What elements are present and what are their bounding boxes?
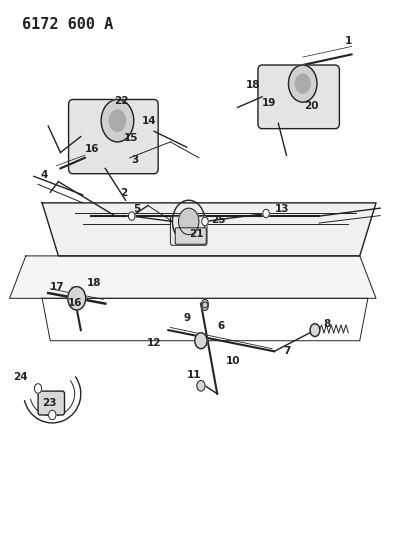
Text: 22: 22 [114, 96, 128, 106]
Text: 6: 6 [217, 321, 225, 331]
Text: 21: 21 [189, 229, 204, 239]
Circle shape [201, 300, 208, 308]
FancyBboxPatch shape [68, 100, 158, 174]
Circle shape [294, 74, 309, 93]
Text: 1: 1 [344, 36, 351, 46]
Circle shape [309, 324, 319, 336]
Text: 24: 24 [13, 372, 28, 382]
Circle shape [49, 410, 56, 419]
Text: 14: 14 [141, 116, 156, 126]
Circle shape [101, 100, 133, 142]
Text: 9: 9 [184, 313, 191, 324]
Circle shape [109, 110, 125, 131]
Circle shape [201, 217, 208, 225]
Text: 23: 23 [42, 398, 56, 408]
Text: 17: 17 [50, 281, 65, 292]
Text: 25: 25 [210, 215, 225, 225]
Text: 4: 4 [40, 171, 48, 180]
Text: 7: 7 [282, 346, 290, 357]
Text: 12: 12 [146, 338, 161, 349]
Text: 19: 19 [261, 98, 276, 108]
Text: 15: 15 [124, 133, 138, 143]
Circle shape [201, 302, 208, 311]
FancyBboxPatch shape [38, 391, 64, 415]
Polygon shape [42, 203, 375, 256]
Text: 10: 10 [226, 356, 240, 366]
Circle shape [128, 212, 135, 220]
Circle shape [196, 381, 204, 391]
Circle shape [262, 209, 269, 217]
Text: 16: 16 [84, 144, 99, 154]
Text: 11: 11 [186, 370, 200, 379]
Text: 5: 5 [133, 204, 140, 214]
FancyBboxPatch shape [170, 216, 207, 245]
Circle shape [178, 208, 198, 235]
Text: 8: 8 [323, 319, 330, 329]
Circle shape [67, 287, 85, 310]
Circle shape [288, 65, 316, 102]
Text: 6172 600 A: 6172 600 A [22, 17, 113, 33]
Text: 2: 2 [120, 188, 127, 198]
Circle shape [194, 333, 207, 349]
Text: 13: 13 [274, 204, 289, 214]
Text: 20: 20 [304, 101, 318, 111]
Text: 18: 18 [245, 80, 260, 90]
Text: 18: 18 [87, 278, 101, 288]
FancyBboxPatch shape [175, 228, 206, 244]
Circle shape [34, 384, 42, 393]
Text: 16: 16 [68, 297, 83, 308]
Polygon shape [9, 256, 375, 298]
Text: 3: 3 [131, 156, 138, 165]
FancyBboxPatch shape [257, 65, 339, 128]
